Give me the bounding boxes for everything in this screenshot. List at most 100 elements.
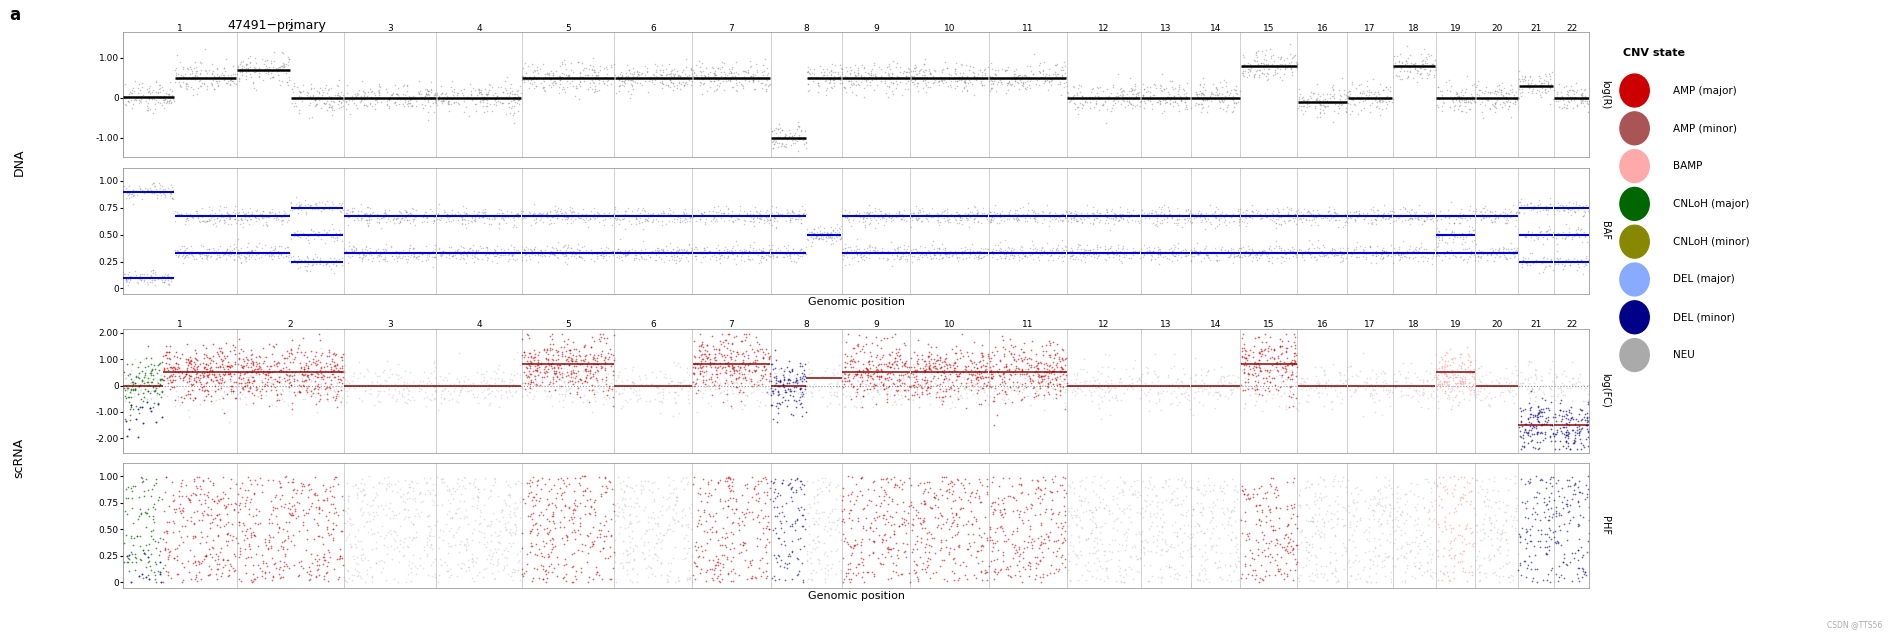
Point bbox=[1095, 383, 1126, 393]
Point bbox=[189, 475, 219, 485]
Point bbox=[1309, 241, 1340, 252]
Point bbox=[1309, 492, 1340, 502]
Point bbox=[246, 571, 276, 581]
Point bbox=[250, 212, 280, 222]
Point bbox=[1517, 429, 1548, 439]
Point bbox=[1022, 375, 1052, 386]
Point bbox=[821, 377, 851, 387]
Point bbox=[110, 367, 140, 377]
Point bbox=[1313, 375, 1343, 385]
Point bbox=[1181, 246, 1211, 257]
Point bbox=[1491, 526, 1521, 537]
Point bbox=[515, 348, 545, 358]
Point bbox=[293, 372, 324, 382]
Point bbox=[552, 218, 583, 228]
Point bbox=[1101, 535, 1131, 545]
Point bbox=[520, 217, 551, 227]
Point bbox=[1264, 214, 1294, 224]
Point bbox=[1154, 399, 1184, 409]
Point bbox=[1362, 205, 1393, 216]
Point bbox=[178, 507, 208, 518]
Point bbox=[607, 401, 638, 411]
Point bbox=[1029, 75, 1060, 85]
Point bbox=[880, 372, 910, 382]
Point bbox=[885, 62, 916, 72]
Point bbox=[233, 524, 263, 534]
Point bbox=[1024, 544, 1054, 554]
Point bbox=[728, 219, 759, 229]
Point bbox=[1321, 249, 1351, 259]
Point bbox=[235, 247, 265, 257]
Point bbox=[1442, 210, 1472, 220]
Point bbox=[1553, 222, 1584, 233]
Point bbox=[526, 251, 556, 261]
Point bbox=[1523, 401, 1553, 411]
Point bbox=[1372, 213, 1402, 223]
Point bbox=[1035, 77, 1065, 87]
Point bbox=[236, 367, 267, 377]
Point bbox=[301, 387, 331, 398]
Point bbox=[377, 251, 407, 261]
Point bbox=[706, 388, 736, 398]
Point bbox=[1445, 349, 1476, 359]
Point bbox=[219, 250, 250, 260]
Point bbox=[276, 98, 307, 108]
Point bbox=[607, 494, 638, 504]
Point bbox=[439, 92, 469, 102]
Point bbox=[1353, 536, 1383, 546]
Point bbox=[551, 250, 581, 260]
Point bbox=[1182, 99, 1213, 109]
Point bbox=[660, 69, 691, 79]
Point bbox=[1398, 391, 1428, 401]
Point bbox=[1007, 394, 1037, 404]
Point bbox=[1374, 212, 1404, 222]
Point bbox=[1358, 506, 1389, 516]
Point bbox=[1103, 209, 1133, 219]
Point bbox=[286, 382, 316, 392]
Point bbox=[658, 78, 689, 88]
Point bbox=[552, 386, 583, 396]
Point bbox=[1523, 267, 1553, 277]
Point bbox=[356, 203, 386, 213]
Point bbox=[904, 250, 935, 260]
Point bbox=[1423, 102, 1453, 112]
Point bbox=[806, 233, 836, 243]
Point bbox=[912, 377, 942, 387]
Point bbox=[1234, 68, 1264, 78]
Point bbox=[517, 74, 547, 84]
Point bbox=[1171, 384, 1201, 394]
Point bbox=[1478, 100, 1508, 111]
Point bbox=[1538, 412, 1568, 422]
Point bbox=[390, 512, 420, 522]
Point bbox=[1027, 207, 1058, 217]
Point bbox=[723, 378, 753, 388]
Point bbox=[1228, 351, 1258, 361]
Point bbox=[1357, 505, 1387, 515]
Point bbox=[551, 64, 581, 74]
Point bbox=[358, 500, 388, 510]
Point bbox=[479, 574, 509, 584]
Point bbox=[1495, 101, 1525, 111]
Point bbox=[280, 98, 310, 108]
Point bbox=[1073, 386, 1103, 396]
Point bbox=[982, 499, 1012, 509]
Point bbox=[535, 74, 566, 84]
Point bbox=[1408, 384, 1438, 394]
Point bbox=[1394, 214, 1425, 224]
Point bbox=[552, 334, 583, 344]
Point bbox=[1247, 68, 1277, 78]
Point bbox=[916, 247, 946, 257]
Point bbox=[121, 384, 151, 394]
Point bbox=[240, 357, 271, 367]
Point bbox=[1481, 89, 1512, 99]
Point bbox=[995, 210, 1025, 220]
Point bbox=[490, 381, 520, 391]
Point bbox=[1498, 252, 1529, 262]
Point bbox=[1139, 243, 1169, 253]
Point bbox=[312, 88, 342, 98]
Point bbox=[159, 351, 189, 361]
Point bbox=[1027, 250, 1058, 260]
Point bbox=[723, 348, 753, 358]
Point bbox=[1048, 367, 1078, 377]
Point bbox=[1551, 232, 1582, 242]
